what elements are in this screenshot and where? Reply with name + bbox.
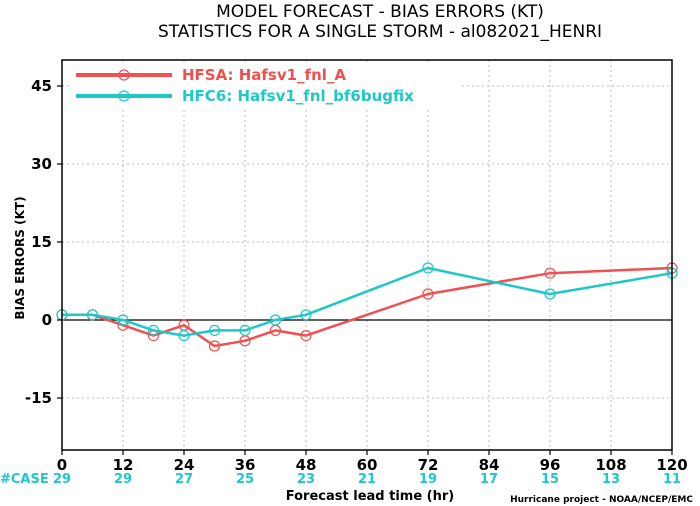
data-point-hfc6 — [544, 288, 556, 300]
case-count: 23 — [297, 472, 315, 487]
data-point-hfc6 — [422, 262, 434, 274]
x-tick-labels: 0 12 24 36 48 60 72 84 96 108 120 — [57, 450, 688, 474]
data-point-hfc6 — [208, 324, 221, 336]
chart-title-line1: MODEL FORECAST - BIAS ERRORS (KT) — [216, 2, 544, 22]
grid-lines — [61, 60, 673, 450]
case-count: 29 — [114, 472, 132, 487]
y-tick-label: 30 — [31, 155, 52, 173]
data-point-hfc6 — [300, 309, 312, 321]
y-tick-labels: 45 30 15 0 -15 — [25, 77, 62, 407]
case-count: 25 — [236, 472, 254, 487]
data-point-hfc6 — [239, 324, 251, 336]
series-layer — [56, 262, 678, 352]
case-count: 17 — [480, 472, 498, 487]
data-point-hfc6 — [178, 330, 190, 342]
data-point-hfc6 — [269, 314, 282, 326]
y-tick-label: 15 — [31, 233, 52, 251]
legend: HFSA: Hafsv1_fnl_A HFC6: Hafsv1_fnl_bf6b… — [70, 63, 460, 108]
data-point-hfsa — [208, 340, 221, 352]
legend-label-hfc6: HFC6: Hafsv1_fnl_bf6bugfix — [182, 87, 414, 105]
y-axis-label: BIAS ERRORS (KT) — [13, 196, 27, 319]
legend-background — [70, 63, 460, 108]
case-count: 13 — [602, 472, 620, 487]
case-count: 11 — [663, 472, 681, 487]
chart-title-line2: STATISTICS FOR A SINGLE STORM - al082021… — [158, 22, 602, 42]
case-count: 15 — [541, 472, 559, 487]
data-point-hfsa — [422, 288, 434, 300]
case-count: 27 — [175, 472, 193, 487]
data-point-hfc6 — [86, 309, 99, 321]
legend-label-hfsa: HFSA: Hafsv1_fnl_A — [182, 66, 346, 84]
x-tick-label: 72 — [418, 456, 439, 474]
x-tick-label: 48 — [296, 456, 317, 474]
legend-marker-hfsa — [118, 69, 130, 81]
case-label: #CASE — [0, 472, 49, 487]
x-tick-label: 0 — [57, 456, 67, 474]
x-tick-label: 36 — [235, 456, 256, 474]
y-tick-label: 0 — [42, 311, 52, 329]
case-counts-row: 29 29 27 25 23 21 19 17 15 13 11 — [53, 472, 681, 487]
x-axis-label: Forecast lead time (hr) — [286, 489, 454, 504]
credit-text: Hurricane project - NOAA/NCEP/EMC — [510, 495, 693, 505]
x-tick-label: 96 — [540, 456, 561, 474]
y-tick-label: 45 — [31, 77, 52, 95]
case-count: 21 — [358, 472, 376, 487]
data-point-hfc6 — [117, 314, 129, 326]
y-tick-label: -15 — [25, 389, 52, 407]
x-tick-label: 84 — [479, 456, 500, 474]
data-point-hfc6 — [147, 324, 160, 336]
x-tick-label: 108 — [595, 456, 626, 474]
data-point-hfsa — [300, 330, 312, 342]
case-count: 29 — [53, 472, 71, 487]
data-point-hfsa — [544, 267, 556, 279]
x-tick-label: 120 — [656, 456, 687, 474]
case-count: 19 — [419, 472, 437, 487]
x-tick-label: 60 — [357, 456, 378, 474]
legend-marker-hfc6 — [118, 90, 130, 102]
x-tick-label: 12 — [113, 456, 134, 474]
x-tick-label: 24 — [174, 456, 195, 474]
